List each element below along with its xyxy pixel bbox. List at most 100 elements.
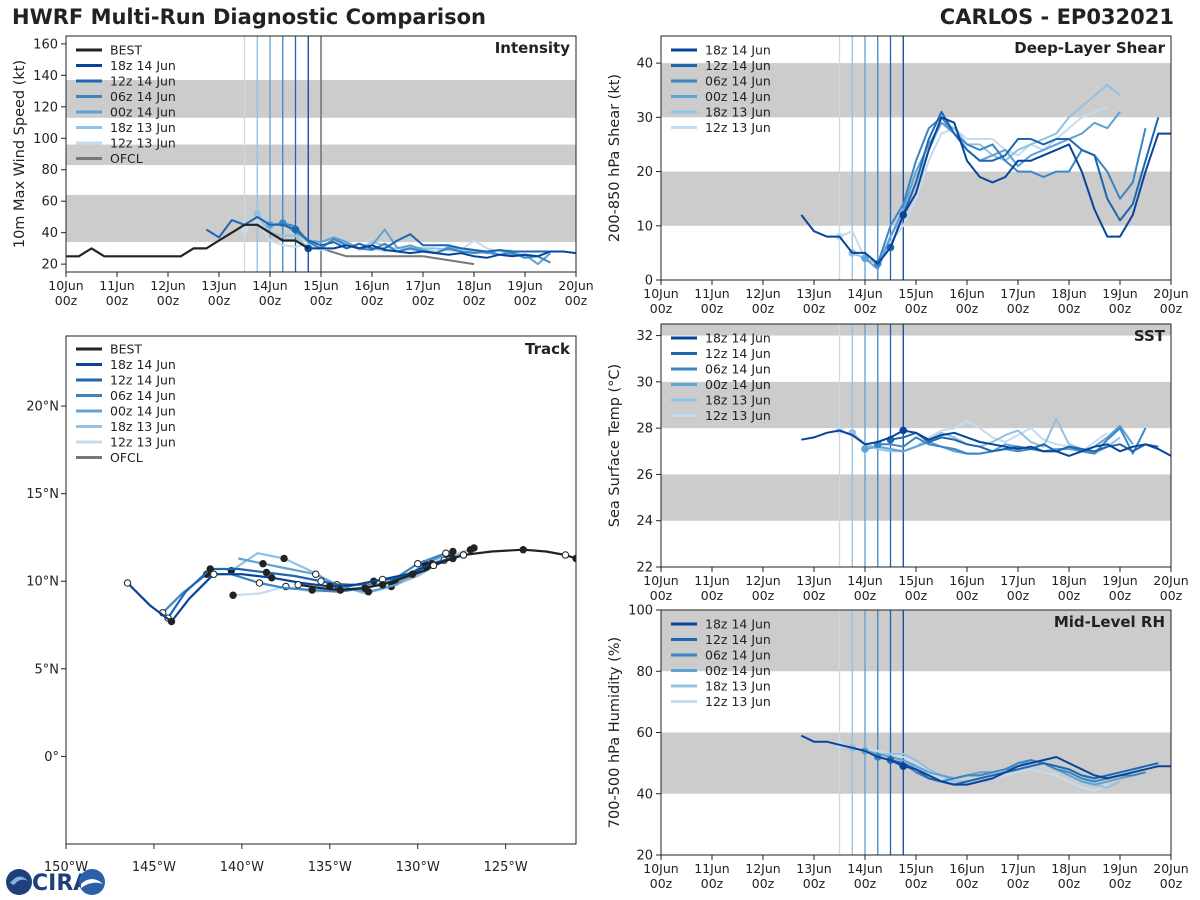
rh-xtick-day: 13Jun: [796, 861, 831, 876]
sst-xtick-day: 20Jun: [1153, 573, 1188, 588]
rh-xtick-hour: 00z: [854, 876, 877, 891]
intensity-ytick-label: 40: [41, 226, 58, 241]
track-point-06z-14-jun: [442, 549, 450, 557]
intensity-xtick-day: 11Jun: [99, 278, 134, 293]
sst-xtick-day: 13Jun: [796, 573, 831, 588]
track-point-best: [429, 561, 438, 570]
storm-id-title: CARLOS - EP032021: [939, 5, 1174, 29]
sst-xtick-hour: 00z: [650, 588, 673, 603]
rh-xtick-day: 11Jun: [694, 861, 729, 876]
legend-label-18z-14-jun: 18z 14 Jun: [705, 617, 771, 632]
track-point-best: [378, 581, 387, 589]
shear-series-12z-14-jun: [889, 110, 1160, 248]
intensity-panel-title: Intensity: [495, 39, 571, 57]
track-xtick-label: 135°W: [308, 860, 352, 875]
rh-xtick-hour: 00z: [956, 876, 979, 891]
legend-label-18z-14-jun: 18z 14 Jun: [705, 43, 771, 58]
intensity-xtick-day: 12Jun: [150, 278, 185, 293]
shear-xtick-day: 18Jun: [1051, 286, 1086, 301]
sst-ytick-label: 26: [636, 468, 653, 483]
intensity-xtick-day: 13Jun: [201, 278, 236, 293]
intensity-xtick-day: 16Jun: [354, 278, 389, 293]
legend-label-ofcl: OFCL: [110, 450, 143, 465]
intensity-xtick-day: 18Jun: [456, 278, 491, 293]
rh-xtick-day: 16Jun: [949, 861, 984, 876]
track-point-06z-14-jun: [255, 579, 264, 587]
sst-xtick-hour: 00z: [1160, 588, 1183, 603]
track-point-best: [336, 586, 345, 594]
rh-xtick-day: 15Jun: [898, 861, 933, 876]
track-series-18z-14-jun: [126, 553, 464, 623]
rh-panel: 2040608010010Jun00z11Jun00z12Jun00z13Jun…: [607, 604, 1189, 892]
track-point-18z-13-jun: [280, 554, 288, 563]
rh-xtick-hour: 00z: [1160, 876, 1183, 891]
legend-label-12z-14-jun: 12z 14 Jun: [705, 58, 771, 73]
shear-xtick-hour: 00z: [701, 301, 724, 316]
sst-xtick-hour: 00z: [803, 588, 826, 603]
rh-xtick-hour: 00z: [1058, 876, 1081, 891]
sst-xtick-day: 11Jun: [694, 573, 729, 588]
shear-xtick-day: 14Jun: [847, 286, 882, 301]
shear-xtick-hour: 00z: [1058, 301, 1081, 316]
legend-label-best: BEST: [110, 342, 142, 357]
shear-xtick-hour: 00z: [1160, 301, 1183, 316]
track-series-group: [123, 544, 576, 626]
legend-label-06z-14-jun: 06z 14 Jun: [705, 362, 771, 377]
sst-xtick-hour: 00z: [956, 588, 979, 603]
legend-label-12z-13-jun: 12z 13 Jun: [705, 408, 771, 423]
legend-label-00z-14-jun: 00z 14 Jun: [705, 663, 771, 678]
sst-series-06z-14-jun: [877, 427, 1147, 455]
intensity-series-group: [66, 209, 576, 266]
shear-ytick-label: 30: [636, 111, 653, 126]
track-xtick-label: 150°W: [44, 860, 88, 875]
legend-label-06z-14-jun: 06z 14 Jun: [110, 388, 176, 403]
shear-xtick-hour: 00z: [956, 301, 979, 316]
track-panel: 150°W 145°W 140°W 135°W 130°W 125°W 0° 5°N 10°N 1…: [26, 335, 577, 875]
shear-series-18z-14-jun: [800, 116, 1171, 265]
legend-label-18z-13-jun: 18z 13 Jun: [705, 105, 771, 120]
sst-init-marker-18z-14-jun: [899, 426, 908, 435]
sst-ytick-label: 28: [636, 422, 653, 437]
legend-label-00z-14-jun: 00z 14 Jun: [110, 105, 176, 120]
shear-xtick-day: 16Jun: [949, 286, 984, 301]
shear-panel-title: Deep-Layer Shear: [1014, 39, 1165, 57]
rh-ytick-label: 20: [636, 849, 653, 864]
track-ytick-label: 5°N: [35, 662, 60, 677]
rh-xtick-hour: 00z: [650, 876, 673, 891]
track-xtick-label: 125°W: [484, 860, 528, 875]
track-ytick-label: 15°N: [26, 487, 59, 502]
intensity-xtick-hour: 00z: [55, 293, 78, 308]
shear-series-18z-13-jun: [851, 83, 1121, 265]
legend-label-18z-13-jun: 18z 13 Jun: [110, 419, 176, 434]
track-panel-title: Track: [525, 340, 571, 358]
legend-label-06z-14-jun: 06z 14 Jun: [705, 74, 771, 89]
shear-band-1: [661, 63, 1171, 118]
intensity-xtick-day: 15Jun: [303, 278, 338, 293]
shear-xtick-hour: 00z: [1007, 301, 1030, 316]
intensity-xtick-hour: 00z: [565, 293, 588, 308]
rh-series-group: [800, 734, 1171, 792]
intensity-xtick-hour: 00z: [157, 293, 180, 308]
intensity-ytick-label: 20: [41, 258, 58, 273]
intensity-xtick-hour: 00z: [310, 293, 333, 308]
sst-panel-title: SST: [1134, 327, 1166, 345]
legend-label-best: BEST: [110, 43, 142, 58]
sst-xtick-day: 18Jun: [1051, 573, 1086, 588]
shear-xtick-day: 13Jun: [796, 286, 831, 301]
rh-xtick-hour: 00z: [752, 876, 775, 891]
track-xtick-label: 130°W: [396, 860, 440, 875]
intensity-ytick-label: 140: [33, 69, 58, 84]
intensity-panel: 2040608010012014016010Jun00z11Jun00z12Ju…: [12, 35, 594, 308]
track-point-12z-14-jun: [317, 577, 325, 585]
track-point-best: [408, 570, 417, 578]
intensity-ytick-label: 160: [33, 37, 58, 52]
rh-xtick-hour: 00z: [1007, 876, 1030, 891]
shear-ytick-label: 0: [645, 274, 653, 289]
rh-series-12z-14-jun: [890, 759, 1159, 786]
sst-xtick-day: 15Jun: [898, 573, 933, 588]
shear-panel: 01020304010Jun00z11Jun00z12Jun00z13Jun00…: [607, 35, 1189, 316]
sst-ytick-label: 22: [636, 561, 653, 576]
rh-xtick-hour: 00z: [905, 876, 928, 891]
rh-init-marker-18z-14-jun: [899, 762, 908, 770]
sst-xtick-hour: 00z: [752, 588, 775, 603]
